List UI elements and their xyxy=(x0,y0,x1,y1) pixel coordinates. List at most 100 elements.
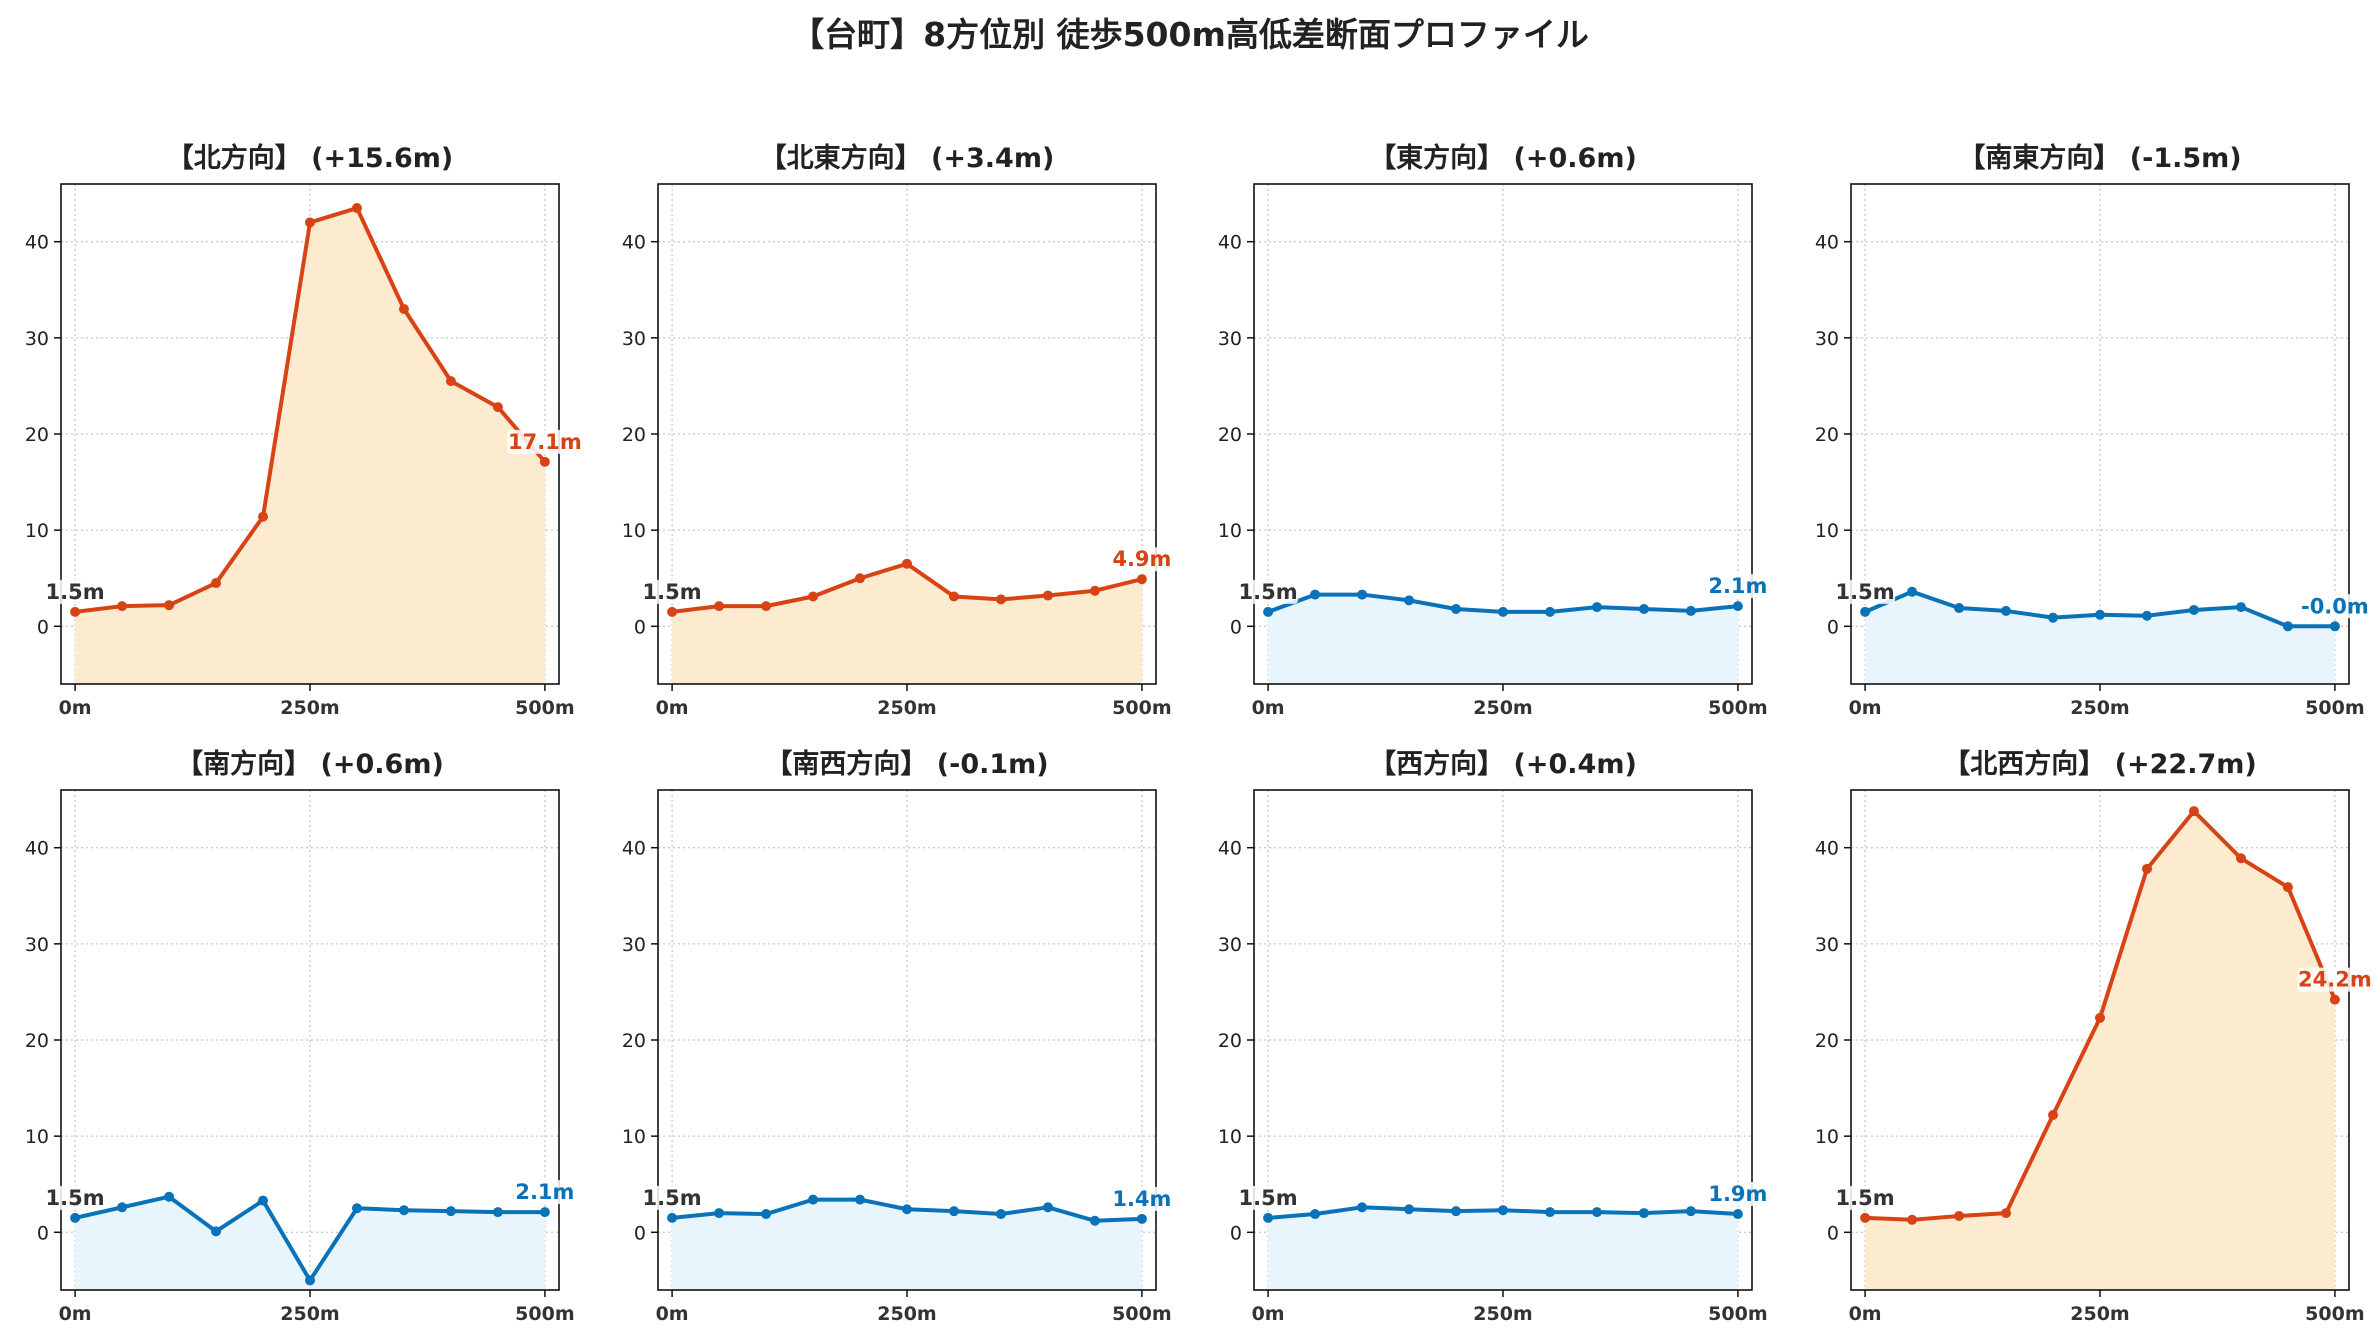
x-tick-label: 500m xyxy=(2305,1303,2364,1325)
panel-title: 【南東方向】 (-1.5m) xyxy=(1958,142,2241,174)
data-point xyxy=(164,600,175,611)
data-point xyxy=(1860,1212,1871,1223)
panel-7: 【北西方向】 (+22.7m) 0 10 20 30 40 0m 250m 500m 1.5m 24… xyxy=(1815,748,2373,1325)
data-point xyxy=(1860,606,1871,617)
x-tick-label: 250m xyxy=(280,697,339,719)
data-point xyxy=(714,1208,725,1219)
elevation-area xyxy=(1268,1207,1738,1290)
start-label-bg xyxy=(1835,579,1896,604)
x-tick-label: 250m xyxy=(877,697,936,719)
panel-title: 【北方向】 (+15.6m) xyxy=(167,142,453,174)
data-point xyxy=(445,1206,456,1217)
elevation-area xyxy=(1865,811,2335,1290)
y-tick-label: 0 xyxy=(1230,1222,1242,1244)
figure-title: 【台町】8方位別 徒歩500m高低差断面プロファイル xyxy=(791,15,1589,54)
panel-title: 【南方向】 (+0.6m) xyxy=(176,748,444,780)
x-tick-label: 500m xyxy=(1708,1303,1767,1325)
elevation-area xyxy=(672,1199,1142,1290)
data-point xyxy=(761,1209,772,1220)
data-point xyxy=(1732,1209,1743,1220)
end-label: 2.1m xyxy=(515,1180,574,1204)
data-point xyxy=(164,1191,175,1202)
y-tick-label: 30 xyxy=(25,328,49,350)
y-tick-label: 0 xyxy=(634,616,646,638)
data-point xyxy=(1136,1213,1147,1224)
y-tick-label: 30 xyxy=(25,934,49,956)
y-tick-label: 10 xyxy=(25,520,49,542)
end-label-bg xyxy=(1110,1186,1173,1211)
panel-title: 【南西方向】 (-0.1m) xyxy=(765,748,1048,780)
y-tick-label: 30 xyxy=(1218,328,1242,350)
panel-5: 【南西方向】 (-0.1m) 0 10 20 30 40 0m 250m 500m 1.5m 1.4… xyxy=(622,748,1173,1325)
start-label-bg xyxy=(642,579,703,604)
x-tick-label: 0m xyxy=(59,697,92,719)
data-point xyxy=(1357,589,1368,600)
elevation-area xyxy=(75,208,545,685)
data-point xyxy=(1310,589,1321,600)
data-point xyxy=(667,606,678,617)
data-point xyxy=(902,558,912,569)
panel-4: 【南方向】 (+0.6m) 0 10 20 30 40 0m 250m 500m 1.5m 2.1m xyxy=(25,748,576,1325)
start-label: 1.5m xyxy=(1239,1186,1298,1210)
data-point xyxy=(1042,1202,1053,1213)
panel-0: 【北方向】 (+15.6m) 0 10 20 30 40 0m 250m 500m 1.5m 17.… xyxy=(25,142,583,719)
data-point xyxy=(1136,574,1147,585)
data-point xyxy=(2329,621,2340,632)
y-tick-label: 40 xyxy=(25,838,49,860)
elevation-area xyxy=(1865,591,2335,684)
data-point xyxy=(539,1207,550,1218)
start-label-bg xyxy=(1238,579,1299,604)
data-point xyxy=(2282,621,2293,632)
y-tick-label: 20 xyxy=(1815,424,1839,446)
y-tick-label: 10 xyxy=(25,1126,49,1148)
start-label-bg xyxy=(642,1185,703,1210)
end-label-bg xyxy=(1110,547,1173,572)
panel-3: 【南東方向】 (-1.5m) 0 10 20 30 40 0m 250m 500m 1.5m -0.… xyxy=(1815,142,2373,719)
data-point xyxy=(902,1204,912,1215)
y-tick-label: 20 xyxy=(622,1030,646,1052)
data-point xyxy=(948,1206,959,1217)
data-point xyxy=(117,601,128,612)
end-label-bg xyxy=(1706,1182,1769,1207)
y-tick-label: 10 xyxy=(1218,520,1242,542)
data-point xyxy=(398,304,409,314)
elevation-area xyxy=(1268,594,1738,684)
y-tick-label: 0 xyxy=(37,1222,49,1244)
data-point xyxy=(2095,609,2105,620)
data-point xyxy=(1685,605,1696,616)
start-label: 1.5m xyxy=(46,1186,105,1210)
data-point xyxy=(1042,590,1053,601)
end-label: -0.0m xyxy=(2301,594,2369,618)
data-point xyxy=(2048,612,2059,623)
x-tick-label: 0m xyxy=(1849,1303,1882,1325)
start-label-bg xyxy=(45,1185,106,1210)
y-tick-label: 20 xyxy=(1218,1030,1242,1052)
data-point xyxy=(995,594,1006,605)
y-tick-label: 0 xyxy=(1827,616,1839,638)
data-point xyxy=(258,1195,269,1206)
data-point xyxy=(995,1209,1006,1220)
data-point xyxy=(351,203,362,214)
x-tick-label: 0m xyxy=(1849,697,1882,719)
data-point xyxy=(2235,853,2246,864)
panel-2: 【東方向】 (+0.6m) 0 10 20 30 40 0m 250m 500m 1.5m 2.1m xyxy=(1218,142,1769,719)
end-label-bg xyxy=(513,1180,576,1205)
data-point xyxy=(1638,1208,1649,1219)
y-tick-label: 20 xyxy=(622,424,646,446)
data-point xyxy=(1404,1204,1415,1215)
data-point xyxy=(2141,863,2152,874)
y-tick-label: 30 xyxy=(1815,328,1839,350)
panel-1: 【北東方向】 (+3.4m) 0 10 20 30 40 0m 250m 500m 1.5m 4.9… xyxy=(622,142,1173,719)
data-point xyxy=(492,402,503,413)
y-tick-label: 30 xyxy=(622,934,646,956)
y-tick-label: 0 xyxy=(634,1222,646,1244)
data-point xyxy=(305,1275,315,1286)
data-point xyxy=(258,511,269,522)
data-point xyxy=(2188,806,2199,817)
x-tick-label: 500m xyxy=(1112,1303,1171,1325)
y-tick-label: 20 xyxy=(25,424,49,446)
data-point xyxy=(948,591,959,602)
y-tick-label: 20 xyxy=(1815,1030,1839,1052)
x-tick-label: 250m xyxy=(877,1303,936,1325)
data-point xyxy=(70,606,81,617)
